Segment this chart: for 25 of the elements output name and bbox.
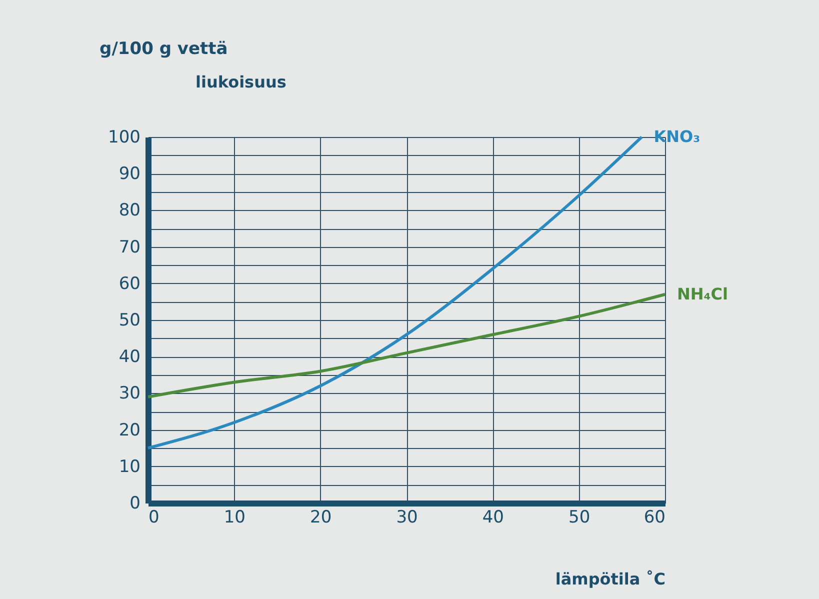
series-label: KNO₃ — [654, 127, 700, 146]
y-tick-label: 50 — [118, 310, 140, 330]
x-tick-label: 60 — [644, 508, 666, 528]
y-tick-label: 80 — [118, 200, 140, 221]
y-tick-label: 10 — [118, 456, 140, 477]
series-label: NH₄Cl — [677, 284, 728, 304]
x-tick-label: 20 — [310, 508, 332, 528]
line-series — [146, 136, 644, 450]
line-series — [146, 292, 666, 398]
y-tick-label: 100 — [108, 128, 140, 148]
x-tick-label: 0 — [148, 508, 160, 528]
x-tick-label: 10 — [224, 508, 246, 528]
y-axis-title: liukoisuus — [196, 72, 286, 92]
x-tick-label: 40 — [482, 508, 504, 528]
y-tick-label: 90 — [118, 164, 140, 184]
y-tick-label: 20 — [118, 420, 140, 440]
chart-title: g/100 g vettä — [100, 39, 228, 59]
y-tick-label: 60 — [118, 274, 140, 294]
x-tick-label: 30 — [396, 508, 418, 528]
y-tick-label: 30 — [118, 384, 140, 404]
x-axis-title: lämpötila ˚C — [555, 570, 666, 588]
y-tick-label: 0 — [130, 494, 140, 514]
x-tick-label: 50 — [568, 508, 590, 528]
y-tick-label: 70 — [118, 237, 140, 258]
y-tick-label: 40 — [118, 347, 140, 368]
